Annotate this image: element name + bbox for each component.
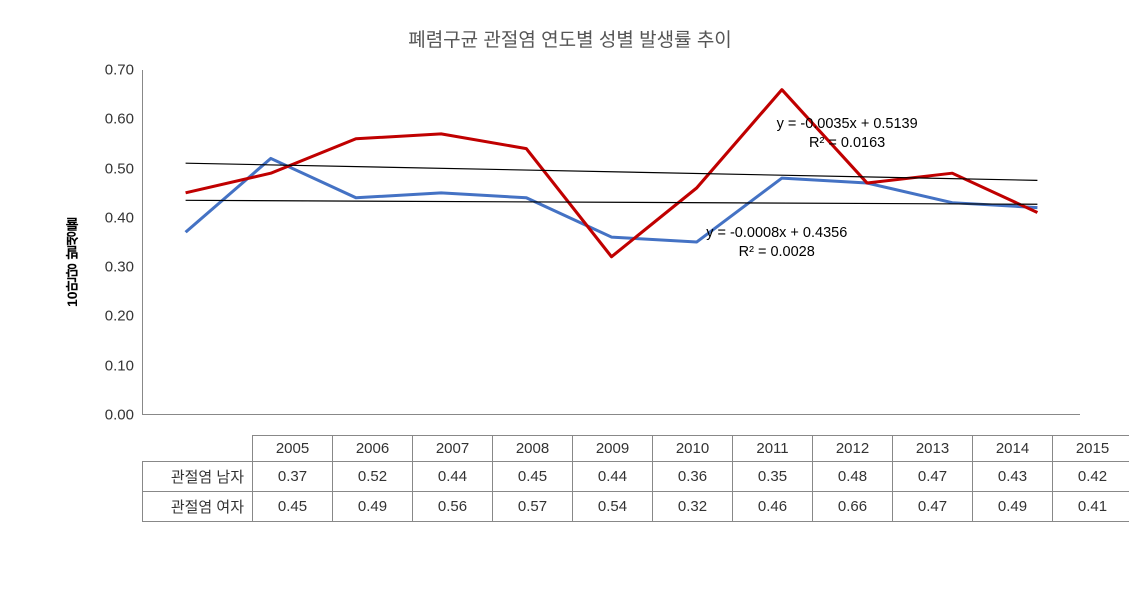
year-cell: 2009 (573, 436, 653, 462)
y-tick: 0.00 (105, 407, 134, 424)
data-cell: 0.45 (493, 462, 573, 492)
trend-r2: R² = 0.0163 (809, 135, 885, 151)
chart-wrap: 폐렴구균 관절염 연도별 성별 발생률 추이 10만당 발생률 0.00 0.10… (60, 20, 1080, 570)
table-row: 관절염 여자0.450.490.560.570.540.320.460.660.… (143, 492, 1129, 522)
y-tick: 0.60 (105, 111, 134, 128)
data-cell: 0.45 (253, 492, 333, 522)
data-cell: 0.44 (413, 462, 493, 492)
data-cell: 0.41 (1053, 492, 1129, 522)
year-cell: 2011 (733, 436, 813, 462)
year-cell: 2007 (413, 436, 493, 462)
data-cell: 0.57 (493, 492, 573, 522)
y-tick: 0.50 (105, 160, 134, 177)
data-table: 2005200620072008200920102011201220132014… (142, 435, 1129, 522)
trend-label: y = -0.0035x + 0.5139 R² = 0.0163 (777, 115, 918, 154)
y-tick: 0.40 (105, 209, 134, 226)
row-header: 관절염 남자 (143, 462, 253, 492)
y-tick: 0.30 (105, 259, 134, 276)
plot-area: y = -0.0008x + 0.4356R² = 0.0028y = -0.0… (142, 70, 1080, 415)
row-header: 관절염 여자 (143, 492, 253, 522)
y-axis-label: 10만당 발생률 (60, 90, 84, 435)
data-cell: 0.48 (813, 462, 893, 492)
data-cell: 0.43 (973, 462, 1053, 492)
data-cell: 0.49 (333, 492, 413, 522)
data-cell: 0.47 (893, 492, 973, 522)
series-line (186, 158, 1038, 242)
data-cell: 0.46 (733, 492, 813, 522)
data-cell: 0.32 (653, 492, 733, 522)
y-tick: 0.20 (105, 308, 134, 325)
year-cell: 2006 (333, 436, 413, 462)
data-cell: 0.52 (333, 462, 413, 492)
data-cell: 0.42 (1053, 462, 1129, 492)
year-cell: 2015 (1053, 436, 1129, 462)
plot-row: 10만당 발생률 0.000.100.200.300.400.500.600.7… (60, 70, 1080, 435)
trend-eq: y = -0.0008x + 0.4356 (706, 225, 847, 241)
data-cell: 0.44 (573, 462, 653, 492)
year-cell: 2010 (653, 436, 733, 462)
chart-title: 폐렴구균 관절염 연도별 성별 발생률 추이 (60, 20, 1080, 70)
data-cell: 0.56 (413, 492, 493, 522)
table-row: 관절염 남자0.370.520.440.450.440.360.350.480.… (143, 462, 1129, 492)
data-cell: 0.66 (813, 492, 893, 522)
year-cell: 2005 (253, 436, 333, 462)
y-tick: 0.70 (105, 62, 134, 79)
trend-line (186, 200, 1038, 204)
plot-svg (143, 70, 1080, 414)
data-cell: 0.54 (573, 492, 653, 522)
year-cell: 2012 (813, 436, 893, 462)
y-axis: 0.000.100.200.300.400.500.600.70 (84, 70, 142, 415)
year-cell: 2008 (493, 436, 573, 462)
year-cell: 2013 (893, 436, 973, 462)
trend-label: y = -0.0008x + 0.4356 R² = 0.0028 (706, 224, 847, 263)
data-cell: 0.49 (973, 492, 1053, 522)
data-cell: 0.37 (253, 462, 333, 492)
y-tick: 0.10 (105, 357, 134, 374)
year-cell: 2014 (973, 436, 1053, 462)
data-cell: 0.35 (733, 462, 813, 492)
data-cell: 0.47 (893, 462, 973, 492)
spacer-cell (143, 436, 253, 462)
year-row: 2005200620072008200920102011201220132014… (143, 436, 1129, 462)
trend-r2: R² = 0.0028 (739, 244, 815, 260)
data-cell: 0.36 (653, 462, 733, 492)
trend-eq: y = -0.0035x + 0.5139 (777, 116, 918, 132)
